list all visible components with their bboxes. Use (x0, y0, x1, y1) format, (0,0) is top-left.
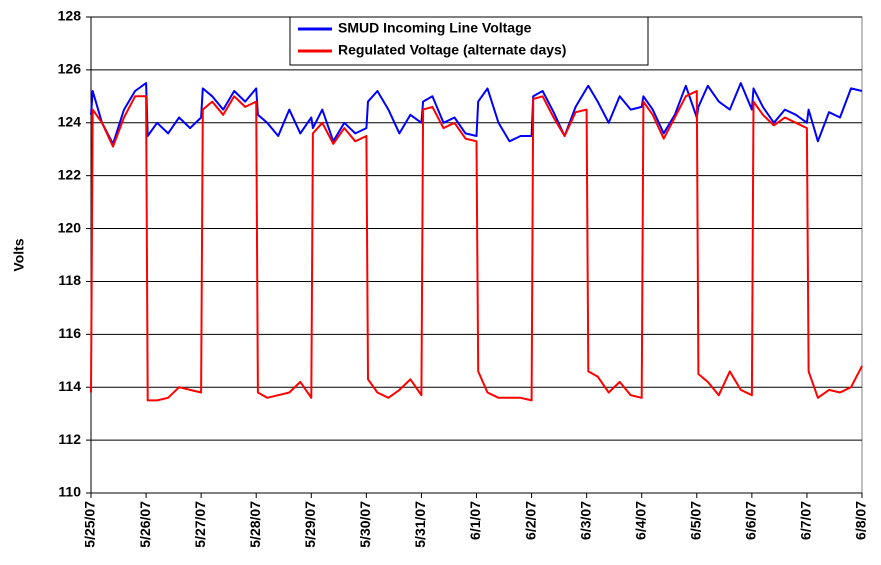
x-tick-label: 6/3/07 (577, 501, 593, 540)
y-tick-label: 114 (58, 378, 81, 394)
x-tick-label: 6/2/07 (522, 501, 538, 540)
x-tick-label: 5/26/07 (137, 501, 153, 548)
x-tick-label: 6/6/07 (743, 501, 759, 540)
y-tick-label: 116 (58, 325, 81, 341)
y-tick-label: 128 (58, 8, 82, 24)
y-tick-label: 120 (58, 219, 82, 235)
x-tick-label: 6/7/07 (798, 501, 814, 540)
legend-box (289, 16, 649, 66)
x-tick-label: 6/8/07 (853, 501, 869, 540)
y-axis-label: Volts (11, 238, 27, 271)
x-tick-label: 5/28/07 (247, 501, 263, 548)
x-tick-label: 6/5/07 (687, 501, 703, 540)
y-tick-label: 122 (58, 166, 82, 182)
x-tick-label: 5/31/07 (412, 501, 428, 548)
x-tick-label: 5/30/07 (357, 501, 373, 548)
x-tick-label: 6/4/07 (632, 501, 648, 540)
x-tick-label: 5/29/07 (302, 501, 318, 548)
legend-label: SMUD Incoming Line Voltage (338, 20, 532, 36)
y-tick-label: 118 (58, 272, 81, 288)
series-line (90, 90, 863, 402)
y-tick-label: 110 (58, 484, 81, 500)
x-tick-label: 5/27/07 (192, 501, 208, 548)
y-tick-label: 112 (58, 431, 81, 447)
y-tick-label: 124 (58, 113, 82, 129)
x-tick-label: 5/25/07 (82, 501, 98, 548)
series-line (90, 82, 863, 145)
x-tick-label: 6/1/07 (467, 501, 483, 540)
y-tick-label: 126 (58, 61, 82, 77)
legend-label: Regulated Voltage (alternate days) (338, 42, 566, 58)
